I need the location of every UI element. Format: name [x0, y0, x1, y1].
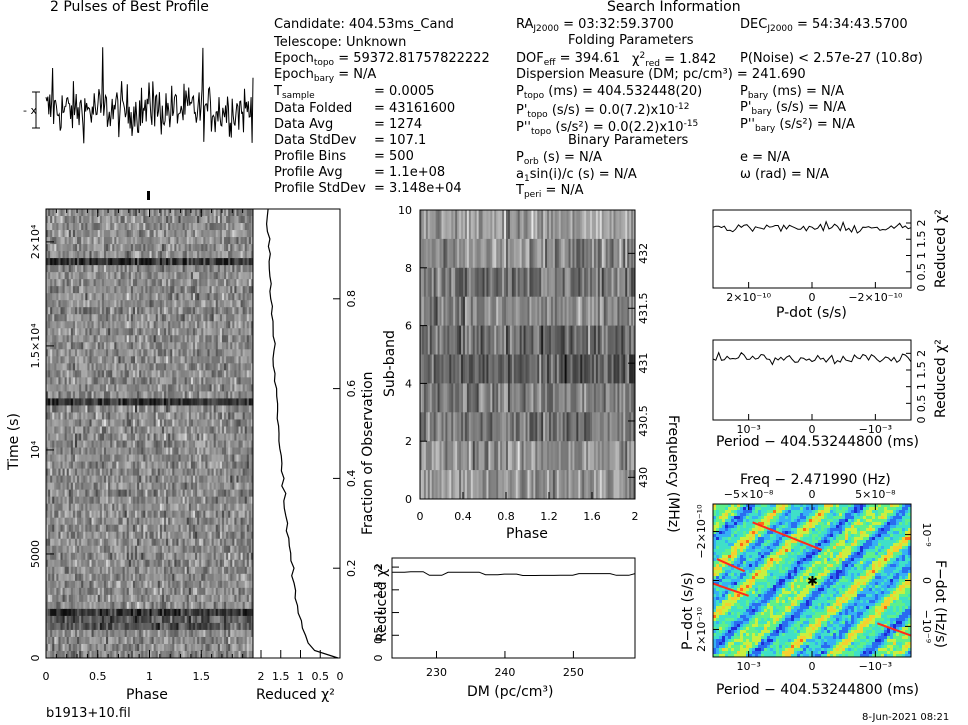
profile-errorbar-mark: - x: [23, 104, 37, 117]
profile-plot: - x: [23, 47, 253, 143]
profile-line: [46, 47, 253, 143]
time-phase-heatmap: [46, 209, 253, 658]
